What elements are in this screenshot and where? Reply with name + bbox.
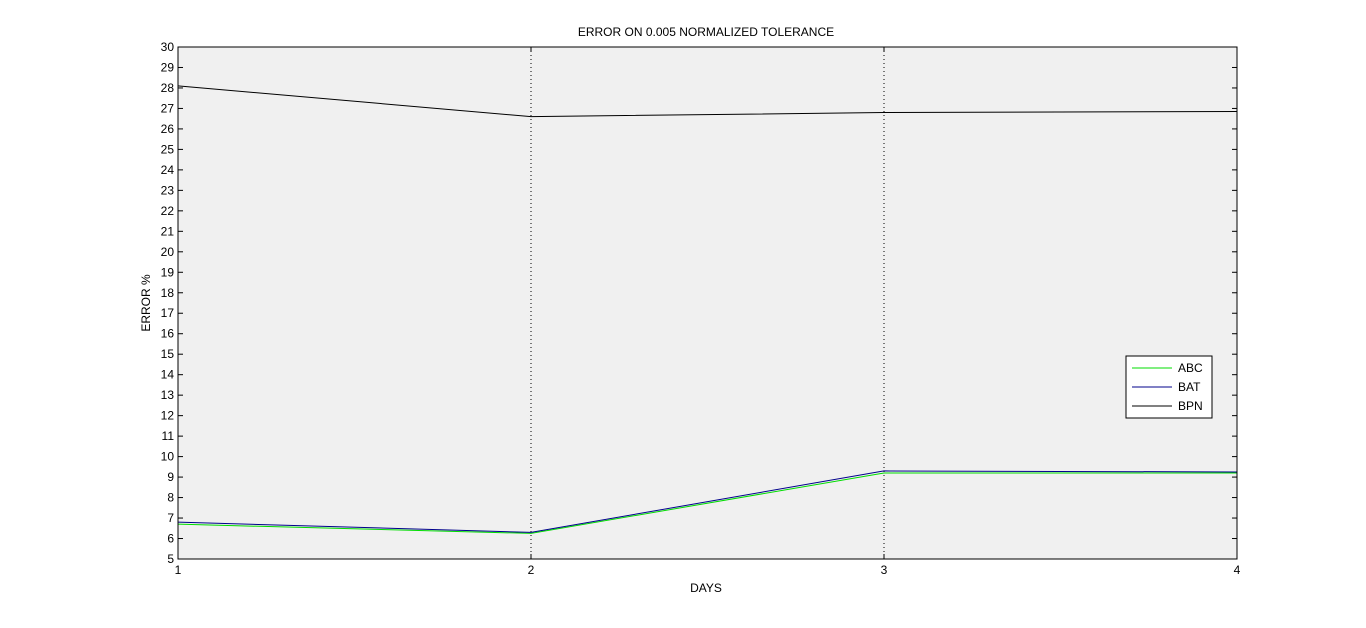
y-tick-label: 25 bbox=[161, 142, 175, 156]
y-tick-label: 24 bbox=[161, 163, 175, 177]
axis-ticks: 1 2 3 4567891011121314151617181920212223242… bbox=[161, 40, 1241, 577]
series-line-bat bbox=[177, 470, 1238, 533]
y-tick-label: 27 bbox=[161, 101, 175, 115]
y-tick-label: 14 bbox=[161, 368, 175, 382]
y-tick-label: 6 bbox=[167, 532, 174, 546]
y-tick-label: 17 bbox=[161, 306, 175, 320]
y-tick-label: 7 bbox=[167, 511, 174, 525]
series-line-abc bbox=[177, 472, 1237, 534]
grid-lines bbox=[530, 47, 885, 559]
plot-area bbox=[178, 47, 1237, 559]
y-tick-label: 13 bbox=[161, 388, 175, 402]
y-tick-label: 18 bbox=[161, 286, 175, 300]
y-tick-label: 10 bbox=[161, 450, 175, 464]
y-tick-label: 22 bbox=[161, 204, 175, 218]
legend-label-bat: BAT bbox=[1178, 380, 1201, 394]
y-tick-label: 21 bbox=[161, 224, 175, 238]
x-axis-label: DAYS bbox=[690, 581, 722, 595]
series-lines bbox=[177, 85, 1238, 534]
chart-title: ERROR ON 0.005 NORMALIZED TOLERANCE bbox=[578, 25, 834, 39]
y-tick-label: 30 bbox=[161, 40, 175, 54]
y-tick-label: 20 bbox=[161, 245, 175, 259]
y-tick-label: 28 bbox=[161, 81, 175, 95]
plot-frame bbox=[177, 46, 1238, 560]
legend-label-bpn: BPN bbox=[1178, 399, 1203, 413]
y-tick-label: 19 bbox=[161, 265, 175, 279]
y-tick-label: 23 bbox=[161, 183, 175, 197]
x-tick-label: 1 bbox=[175, 563, 182, 577]
legend: ABC BAT BPN bbox=[1125, 355, 1213, 419]
y-tick-label: 11 bbox=[162, 429, 175, 443]
y-tick-label: 8 bbox=[167, 491, 174, 505]
y-tick-label: 15 bbox=[161, 347, 175, 361]
y-tick-label: 29 bbox=[161, 60, 175, 74]
y-tick-label: 5 bbox=[167, 552, 174, 566]
series-line-bpn bbox=[177, 85, 1238, 118]
legend-label-abc: ABC bbox=[1178, 361, 1203, 375]
x-tick-label: 4 bbox=[1234, 563, 1241, 577]
y-tick-label: 12 bbox=[161, 409, 175, 423]
x-tick-label: 2 bbox=[528, 563, 535, 577]
x-tick-label: 3 bbox=[881, 563, 888, 577]
y-tick-label: 16 bbox=[161, 327, 175, 341]
y-axis-label: ERROR % bbox=[139, 274, 153, 332]
y-tick-label: 26 bbox=[161, 122, 175, 136]
y-tick-label: 9 bbox=[167, 470, 174, 484]
